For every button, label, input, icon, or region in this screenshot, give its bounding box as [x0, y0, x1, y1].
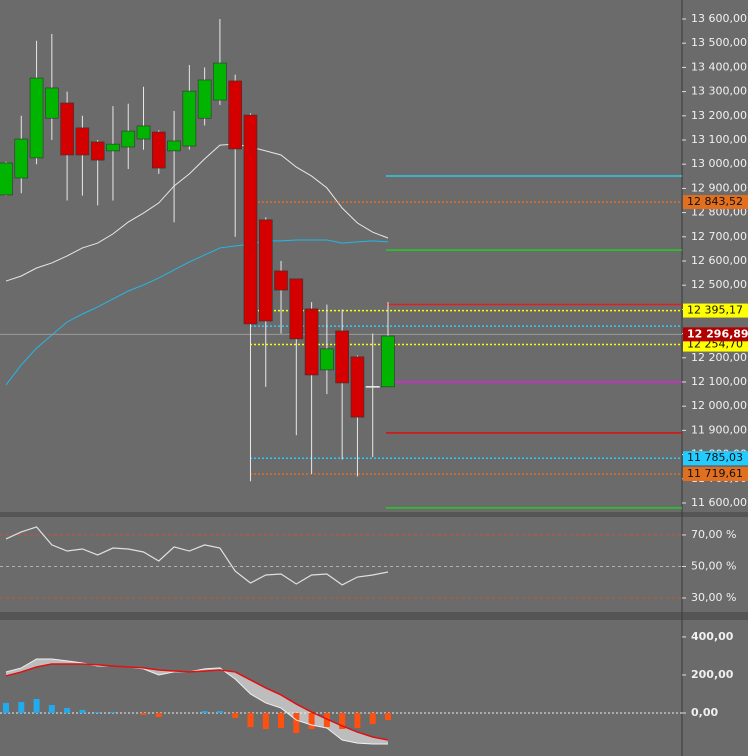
- price-label: 12 843,52: [687, 195, 743, 208]
- candle-body: [75, 127, 90, 156]
- candle-body: [197, 79, 212, 119]
- histogram-bar: [33, 698, 40, 714]
- candle-body: [0, 162, 13, 196]
- histogram-bar: [3, 702, 9, 714]
- histogram-bar: [385, 713, 391, 721]
- y-tick-label: 0,00: [691, 706, 718, 719]
- candle-body: [90, 141, 105, 161]
- histogram-bar: [323, 713, 330, 728]
- candle-body: [45, 87, 59, 119]
- y-tick-label: 12 100,00: [691, 375, 747, 388]
- histogram-bar: [247, 713, 254, 728]
- y-tick-label: 12 900,00: [691, 181, 747, 194]
- price-label-bg: [683, 467, 748, 482]
- y-tick-label: 11 900,00: [691, 423, 747, 436]
- histogram-bar: [18, 701, 25, 714]
- histogram-bar: [201, 711, 208, 714]
- candle-body: [152, 131, 166, 169]
- histogram-bar: [354, 713, 361, 729]
- candle-body: [381, 335, 395, 388]
- y-tick-label: 12 700,00: [691, 230, 747, 243]
- candle-body: [274, 270, 288, 291]
- moving-average: [5, 239, 389, 386]
- candle-body: [350, 356, 365, 418]
- histogram-bar: [232, 713, 239, 718]
- panel-separator: [0, 612, 748, 620]
- y-tick-label: 11 600,00: [691, 496, 747, 509]
- histogram-bar: [262, 713, 269, 729]
- histogram-bar: [109, 712, 116, 714]
- histogram-bar: [94, 712, 101, 714]
- candle-body: [121, 130, 136, 148]
- histogram-bar: [278, 713, 285, 729]
- candle-body: [167, 140, 181, 152]
- histogram-bar: [308, 713, 315, 729]
- candle-body: [106, 143, 120, 152]
- signal-line: [5, 663, 389, 741]
- histogram-bar: [216, 711, 223, 714]
- histogram-bar: [79, 709, 86, 714]
- candle-body: [136, 125, 151, 140]
- y-tick-label: 13 500,00: [691, 36, 747, 49]
- histogram-bar: [64, 708, 71, 714]
- y-tick-label: 13 200,00: [691, 109, 747, 122]
- candle-body: [29, 77, 44, 159]
- candle-body: [14, 138, 29, 179]
- macd-fill: [6, 658, 388, 745]
- panel-separator: [0, 512, 748, 517]
- price-label: 12 296,89: [687, 327, 748, 340]
- candle-body: [243, 114, 258, 325]
- price-label-bg: [683, 195, 748, 210]
- histogram-bar: [155, 713, 162, 718]
- candle-body: [289, 278, 304, 340]
- histogram-bar: [339, 713, 346, 729]
- histogram-bar: [140, 713, 147, 715]
- y-tick-label: 13 000,00: [691, 157, 747, 170]
- candle-body: [304, 308, 319, 376]
- candle-body: [320, 348, 334, 371]
- price-label-bg: [683, 327, 748, 342]
- histogram-bar: [293, 713, 300, 733]
- candle-body: [60, 102, 74, 156]
- y-tick-label: 12 200,00: [691, 351, 747, 364]
- candle-body: [258, 219, 273, 322]
- y-tick-label: 13 600,00: [691, 12, 747, 25]
- y-tick-label: 13 400,00: [691, 60, 747, 73]
- candle-body: [335, 330, 349, 384]
- y-tick-label: 70,00 %: [691, 528, 736, 541]
- indicator-line: [5, 526, 389, 586]
- y-tick-label: 30,00 %: [691, 591, 736, 604]
- macd-line: [5, 658, 388, 745]
- price-label: 12 395,17: [687, 304, 743, 317]
- y-tick-label: 50,00 %: [691, 559, 736, 572]
- candle-body: [228, 80, 242, 150]
- y-tick-label: 400,00: [691, 630, 734, 643]
- y-tick-label: 12 000,00: [691, 399, 747, 412]
- price-label-bg: [683, 451, 748, 466]
- y-tick-label: 200,00: [691, 668, 734, 681]
- y-tick-label: 13 300,00: [691, 85, 747, 98]
- y-tick-label: 12 500,00: [691, 278, 747, 291]
- price-label: 11 785,03: [687, 451, 743, 464]
- candle-body: [213, 62, 227, 101]
- histogram-bar: [48, 705, 55, 714]
- histogram-bar: [369, 713, 376, 725]
- price-label: 11 719,61: [687, 467, 743, 480]
- price-label-bg: [683, 303, 748, 318]
- y-tick-label: 12 600,00: [691, 254, 747, 267]
- moving-average: [5, 143, 389, 282]
- candle-body: [182, 90, 197, 147]
- y-tick-label: 13 100,00: [691, 133, 747, 146]
